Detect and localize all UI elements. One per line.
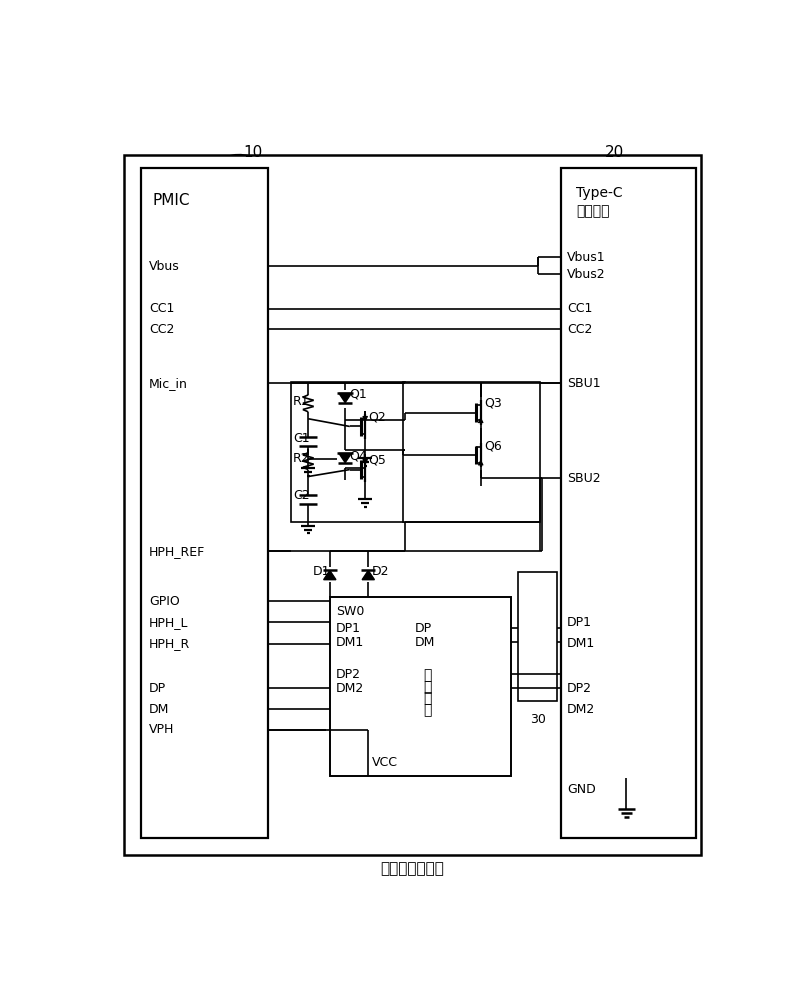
Text: D2: D2	[372, 565, 390, 578]
Text: HPH_REF: HPH_REF	[149, 545, 205, 558]
FancyArrowPatch shape	[210, 155, 250, 172]
Text: DM1: DM1	[567, 637, 595, 650]
Text: Vbus2: Vbus2	[567, 267, 605, 280]
Text: 关: 关	[423, 680, 431, 694]
Text: R2: R2	[293, 452, 309, 465]
Text: SW0: SW0	[336, 605, 365, 618]
Text: Vbus: Vbus	[149, 260, 180, 273]
Text: 20: 20	[605, 145, 625, 160]
Text: GPIO: GPIO	[149, 595, 180, 608]
Polygon shape	[339, 453, 351, 463]
Text: VPH: VPH	[149, 723, 174, 736]
Text: DM2: DM2	[336, 682, 364, 695]
Text: 插座模块: 插座模块	[576, 204, 609, 218]
Text: DP: DP	[415, 622, 431, 635]
Text: Q1: Q1	[349, 388, 367, 401]
Text: DM2: DM2	[567, 703, 595, 716]
Text: CC2: CC2	[567, 323, 592, 336]
Text: DP2: DP2	[567, 682, 592, 695]
Text: Q2: Q2	[368, 411, 386, 424]
Text: HPH_L: HPH_L	[149, 616, 188, 629]
Bar	[141, 168, 268, 838]
Bar	[330, 597, 510, 776]
Text: Q6: Q6	[484, 439, 502, 452]
Polygon shape	[362, 570, 374, 580]
Text: 块: 块	[423, 703, 431, 717]
Text: SBU2: SBU2	[567, 472, 601, 485]
Text: Q4: Q4	[349, 449, 367, 462]
Text: 开: 开	[423, 668, 431, 682]
Text: PMIC: PMIC	[153, 193, 190, 208]
Text: CC1: CC1	[567, 302, 592, 315]
Text: C2: C2	[293, 489, 309, 502]
Text: 自适应音频电路: 自适应音频电路	[380, 861, 444, 876]
Text: VCC: VCC	[372, 756, 398, 769]
Text: CC2: CC2	[149, 323, 174, 336]
Text: DP: DP	[149, 682, 166, 695]
Text: 30: 30	[530, 713, 546, 726]
Text: DM: DM	[415, 636, 435, 649]
Bar	[518, 572, 557, 701]
FancyArrowPatch shape	[613, 160, 616, 172]
Text: DM1: DM1	[336, 636, 364, 649]
Text: DM: DM	[149, 703, 169, 716]
Bar	[291, 382, 405, 522]
Text: Vbus1: Vbus1	[567, 251, 605, 264]
Bar	[561, 168, 696, 838]
Text: CC1: CC1	[149, 302, 174, 315]
Text: C1: C1	[293, 432, 309, 445]
Text: DP2: DP2	[336, 668, 361, 681]
Text: SBU1: SBU1	[567, 377, 601, 390]
Text: DP1: DP1	[567, 616, 592, 629]
Text: Q5: Q5	[368, 454, 386, 467]
Text: D1: D1	[313, 565, 330, 578]
Text: 模: 模	[423, 691, 431, 705]
Text: GND: GND	[567, 783, 596, 796]
Text: Mic_in: Mic_in	[149, 377, 188, 390]
Text: 10: 10	[243, 145, 262, 160]
Bar	[403, 382, 540, 522]
Polygon shape	[339, 393, 351, 403]
Text: Q3: Q3	[484, 397, 502, 410]
Text: Type-C: Type-C	[576, 186, 623, 200]
Text: DP1: DP1	[336, 622, 361, 635]
Polygon shape	[324, 570, 336, 580]
Text: HPH_R: HPH_R	[149, 637, 190, 650]
Text: R1: R1	[293, 395, 309, 408]
